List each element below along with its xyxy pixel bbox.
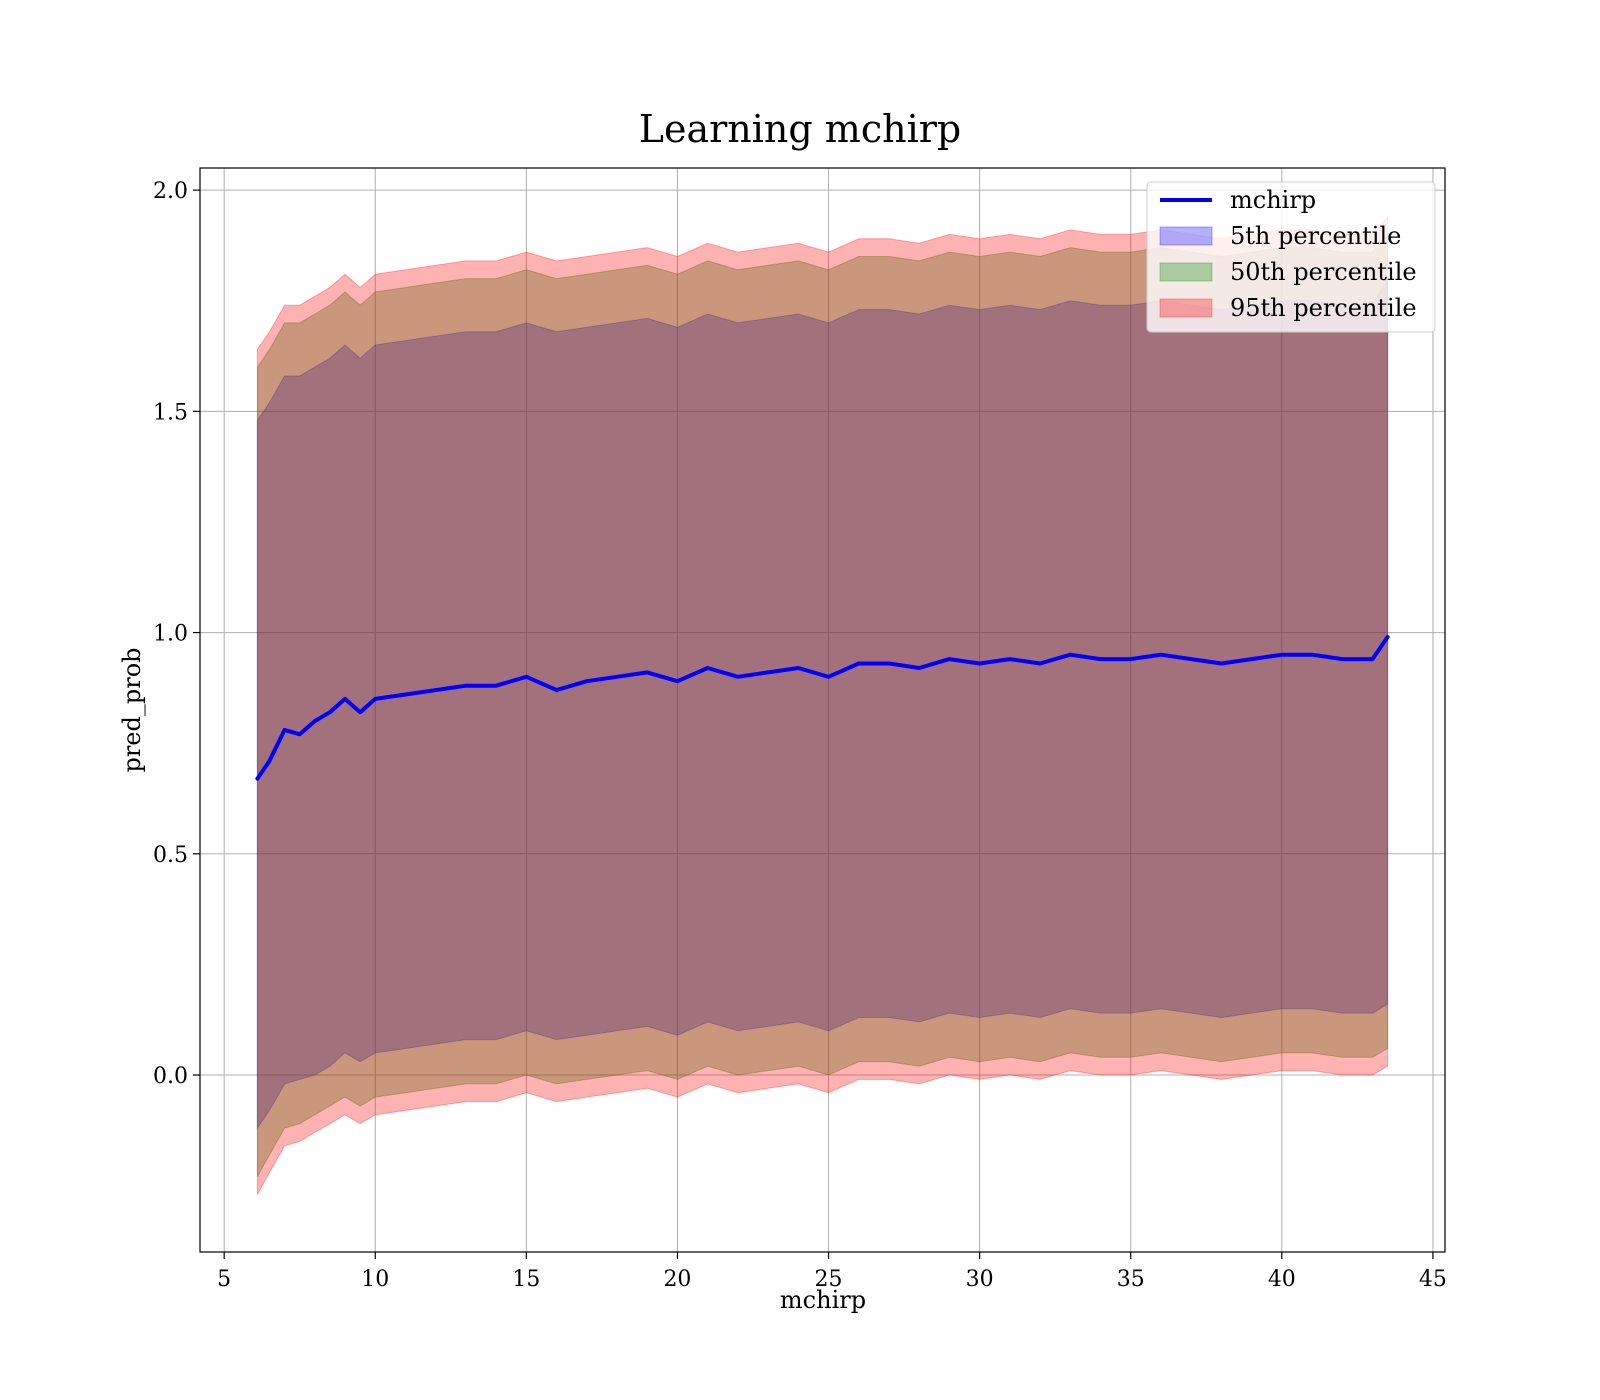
x-tick-label: 40: [1268, 1267, 1296, 1292]
x-tick-label: 35: [1117, 1267, 1145, 1292]
legend-swatch-5th: [1159, 226, 1213, 246]
x-tick-label: 15: [512, 1267, 540, 1292]
band-50th: [256, 233, 1389, 1178]
y-axis: 0.0 0.5 1.0 1.5 2.0: [153, 179, 200, 1089]
plot-background: [200, 168, 1445, 1252]
legend-label-95th: 95th percentile: [1230, 294, 1417, 322]
y-tick-label: 0.0: [153, 1064, 188, 1089]
legend-swatch-50th: [1159, 262, 1213, 282]
grid: [200, 168, 1445, 1252]
percentile-bands: [256, 215, 1389, 1195]
band-5th: [256, 276, 1389, 1130]
plot-frame: [199, 167, 1446, 1253]
y-tick-label: 1.5: [153, 400, 188, 425]
chart-title: Learning mchirp: [639, 107, 961, 151]
x-tick-label: 30: [966, 1267, 994, 1292]
x-tick-label: 45: [1419, 1267, 1447, 1292]
y-tick-label: 2.0: [153, 179, 188, 204]
plot-area: 5 10 15 20 25 30 35 40 45 0.0 0.5 1.0 1.5 2.0: [153, 167, 1447, 1292]
x-tick-label: 10: [361, 1267, 389, 1292]
y-tick-label: 1.0: [153, 622, 188, 647]
x-tick-label: 20: [663, 1267, 691, 1292]
band-95th: [256, 215, 1389, 1195]
x-tick-label: 5: [217, 1267, 231, 1292]
x-axis-label: mchirp: [780, 1286, 866, 1314]
legend-box: [1146, 181, 1436, 333]
legend-label-5th: 5th percentile: [1230, 222, 1401, 250]
y-axis-label: pred_prob: [118, 647, 146, 772]
legend-swatch-95th: [1159, 298, 1213, 318]
legend-label-mchirp: mchirp: [1230, 186, 1316, 214]
line-mchirp: [255, 635, 1390, 781]
x-tick-label: 25: [815, 1267, 843, 1292]
y-tick-label: 0.5: [153, 843, 188, 868]
legend-label-50th: 50th percentile: [1230, 258, 1417, 286]
x-axis: 5 10 15 20 25 30 35 40 45: [217, 1252, 1447, 1292]
legend: mchirp 5th percentile 50th percentile 95…: [1146, 181, 1436, 333]
series-lines: [255, 635, 1390, 781]
